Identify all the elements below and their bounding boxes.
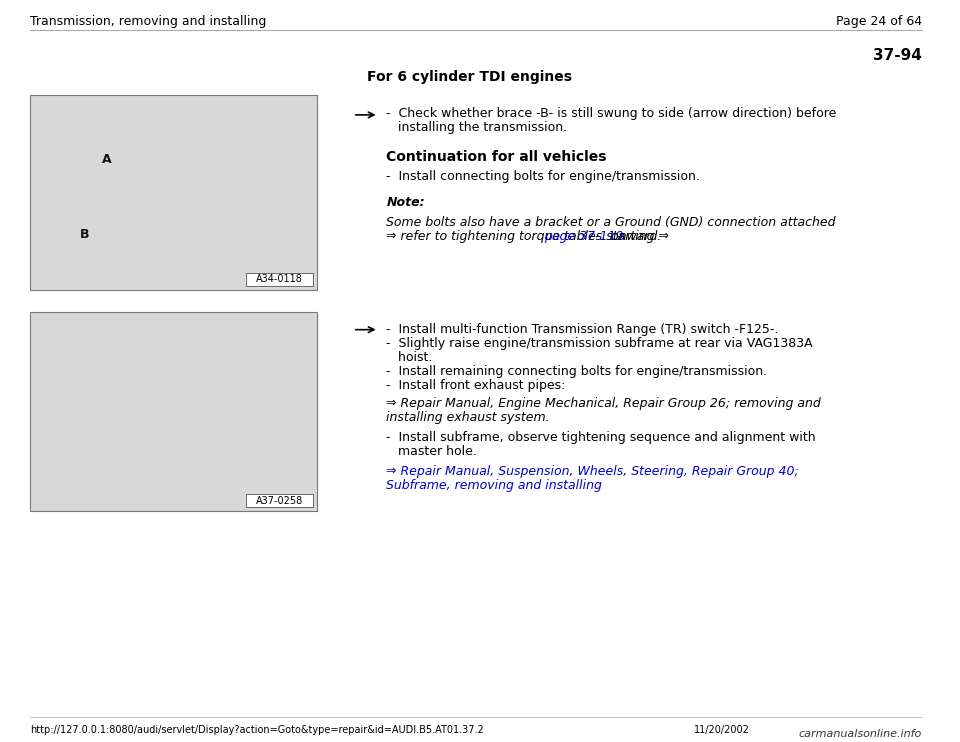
Text: 37-94: 37-94 (873, 48, 922, 63)
Text: A37-0258: A37-0258 (256, 496, 303, 506)
Text: -  Install remaining connecting bolts for engine/transmission.: - Install remaining connecting bolts for… (387, 364, 768, 378)
Bar (30, 95, 317, 289)
Text: A: A (102, 154, 112, 166)
Text: -  Check whether brace -B- is still swung to side (arrow direction) before: - Check whether brace -B- is still swung… (387, 107, 837, 120)
Text: ⇒ Repair Manual, Engine Mechanical, Repair Group 26; removing and: ⇒ Repair Manual, Engine Mechanical, Repa… (387, 396, 821, 410)
Text: installing the transmission.: installing the transmission. (387, 121, 567, 134)
Text: For 6 cylinder TDI engines: For 6 cylinder TDI engines (367, 70, 571, 84)
Text: Continuation for all vehicles: Continuation for all vehicles (387, 150, 607, 164)
Text: -  Install connecting bolts for engine/transmission.: - Install connecting bolts for engine/tr… (387, 170, 701, 183)
Text: ⇒ refer to tightening torque tables starting ⇒: ⇒ refer to tightening torque tables star… (387, 230, 674, 243)
Bar (30, 312, 317, 511)
Text: master hole.: master hole. (387, 444, 477, 458)
Text: A34-0118: A34-0118 (256, 275, 303, 284)
Text: ⇒ Repair Manual, Suspension, Wheels, Steering, Repair Group 40;: ⇒ Repair Manual, Suspension, Wheels, Ste… (387, 464, 800, 478)
Text: -  Install subframe, observe tightening sequence and alignment with: - Install subframe, observe tightening s… (387, 430, 816, 444)
Bar (246, 273, 313, 286)
Text: installing exhaust system.: installing exhaust system. (387, 410, 550, 424)
Text: -  Install front exhaust pipes:: - Install front exhaust pipes: (387, 378, 565, 392)
Bar (246, 494, 313, 508)
Text: hoist.: hoist. (387, 351, 433, 364)
Text: Page 24 of 64: Page 24 of 64 (835, 15, 922, 28)
Text: onward.: onward. (607, 230, 660, 243)
Text: 11/20/2002: 11/20/2002 (694, 725, 750, 735)
Text: page 37-119: page 37-119 (544, 230, 624, 243)
Text: Note:: Note: (387, 196, 425, 209)
Text: Subframe, removing and installing: Subframe, removing and installing (387, 479, 602, 491)
Text: http://127.0.0.1:8080/audi/servlet/Display?action=Goto&type=repair&id=AUDI.B5.AT: http://127.0.0.1:8080/audi/servlet/Displ… (30, 725, 484, 735)
Text: Transmission, removing and installing: Transmission, removing and installing (30, 15, 266, 28)
Text: -  Install multi-function Transmission Range (TR) switch -F125-.: - Install multi-function Transmission Ra… (387, 323, 779, 335)
Text: B: B (80, 229, 89, 241)
Text: carmanualsonline.info: carmanualsonline.info (799, 729, 922, 739)
Text: Some bolts also have a bracket or a Ground (GND) connection attached: Some bolts also have a bracket or a Grou… (387, 216, 836, 229)
Text: -  Slightly raise engine/transmission subframe at rear via VAG1383A: - Slightly raise engine/transmission sub… (387, 337, 813, 349)
